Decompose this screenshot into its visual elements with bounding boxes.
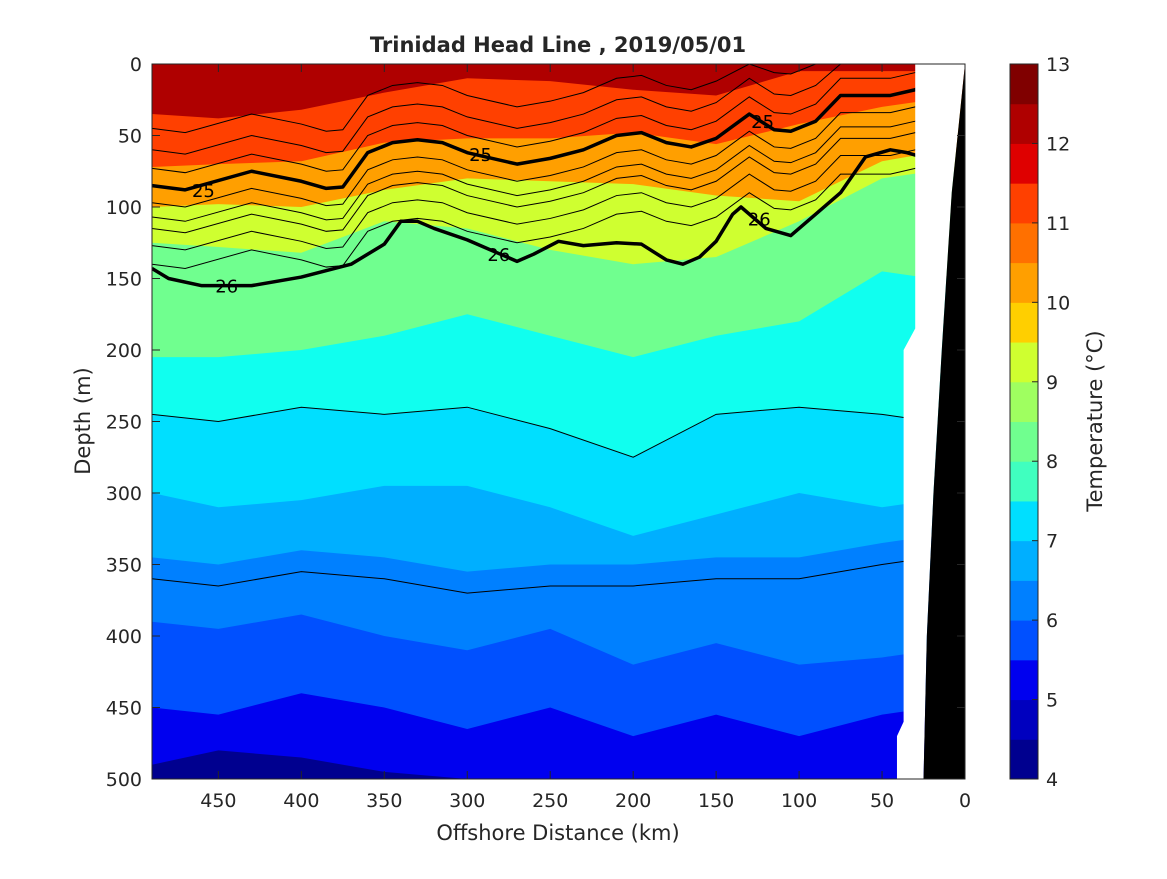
colorbar-segment bbox=[1010, 659, 1038, 701]
colorbar-segment bbox=[1010, 500, 1038, 542]
plot-area: 25 25 25 26 26 26 bbox=[152, 64, 965, 779]
colorbar-segment bbox=[1010, 183, 1038, 224]
thin-contour-4 bbox=[152, 112, 933, 222]
y-tick-label: 450 bbox=[106, 698, 142, 720]
colorbar-tick-label: 9 bbox=[1046, 372, 1058, 394]
x-tick-label: 50 bbox=[870, 790, 894, 812]
y-tick-label: 300 bbox=[106, 483, 142, 505]
contour-label-0: 25 bbox=[192, 181, 215, 202]
thin-contour-7 bbox=[152, 159, 933, 269]
density-contour-25 bbox=[152, 79, 933, 192]
colorbar-segment bbox=[1010, 302, 1038, 343]
y-axis-label: Depth (m) bbox=[71, 367, 95, 474]
colorbar-tick-label: 5 bbox=[1046, 690, 1058, 712]
x-tick-label: 0 bbox=[959, 790, 971, 812]
x-tick-label: 450 bbox=[200, 790, 236, 812]
plot-frame bbox=[151, 63, 966, 780]
colorbar-tick-label: 11 bbox=[1046, 213, 1070, 235]
colorbar-segment bbox=[1010, 342, 1038, 383]
colorbar: 4 5 6 7 8 9 10 11 12 13 bbox=[1009, 54, 1070, 791]
colorbar-segment bbox=[1010, 580, 1038, 621]
colorbar-segment bbox=[1010, 739, 1038, 780]
contour-label-3: 26 bbox=[215, 277, 238, 298]
seafloor bbox=[923, 64, 965, 779]
colorbar-segment bbox=[1010, 143, 1038, 184]
y-tick-label: 0 bbox=[130, 54, 142, 76]
colorbar-segment bbox=[1010, 699, 1038, 740]
colorbar-segment bbox=[1010, 64, 1038, 105]
y-tick-label: 500 bbox=[106, 769, 142, 791]
colorbar-segment bbox=[1010, 262, 1038, 303]
colorbar-frame bbox=[1009, 63, 1039, 780]
y-tick-label: 250 bbox=[106, 412, 142, 434]
contour-label-1: 25 bbox=[469, 145, 492, 166]
colorbar-tick-label: 8 bbox=[1046, 451, 1058, 473]
thin-contour-2 bbox=[152, 64, 933, 174]
x-tick-label: 250 bbox=[532, 790, 568, 812]
colorbar-segment bbox=[1010, 421, 1038, 462]
contour-label-4: 26 bbox=[487, 245, 510, 266]
x-tick-label: 200 bbox=[615, 790, 651, 812]
deep-thin-contour-0 bbox=[152, 406, 932, 458]
y-tick-label: 100 bbox=[106, 197, 142, 219]
colorbar-tick-label: 4 bbox=[1046, 769, 1058, 791]
colorbar-segment bbox=[1010, 620, 1038, 661]
contour-label-5: 26 bbox=[748, 209, 771, 230]
x-tick-label: 150 bbox=[698, 790, 734, 812]
y-tick-label: 200 bbox=[106, 340, 142, 362]
colorbar-tick-label: 13 bbox=[1046, 54, 1070, 76]
contour-label-2: 25 bbox=[751, 112, 774, 133]
x-tick-label: 350 bbox=[366, 790, 402, 812]
thin-contour-3 bbox=[152, 97, 933, 208]
colorbar-segment bbox=[1010, 222, 1038, 264]
y-tick-label: 350 bbox=[106, 555, 142, 577]
colorbar-segment bbox=[1010, 461, 1038, 502]
thin-contour-1 bbox=[152, 64, 932, 155]
thin-contour-5 bbox=[152, 123, 933, 234]
x-tick-label: 100 bbox=[781, 790, 817, 812]
colorbar-tick-label: 6 bbox=[1046, 610, 1058, 632]
y-tick-label: 400 bbox=[106, 626, 142, 648]
colorbar-tick-label: 10 bbox=[1046, 292, 1070, 314]
no-data-gap bbox=[896, 64, 965, 779]
colorbar-label: Temperature (°C) bbox=[1083, 330, 1107, 512]
thin-contour-0 bbox=[152, 64, 932, 134]
colorbar-tick-label: 12 bbox=[1046, 133, 1070, 155]
colorbar-segment bbox=[1010, 540, 1038, 581]
isotherm-band-t_4.5 bbox=[152, 750, 965, 779]
y-tick-label: 150 bbox=[106, 269, 142, 291]
y-axis: 0 50 100 150 200 250 300 350 400 450 500 bbox=[106, 54, 965, 791]
x-tick-label: 300 bbox=[449, 790, 485, 812]
colorbar-segment bbox=[1010, 103, 1038, 144]
y-tick-label: 50 bbox=[118, 126, 142, 148]
chart-title: Trinidad Head Line , 2019/05/01 bbox=[370, 33, 746, 57]
density-contour-26 bbox=[152, 148, 933, 288]
colorbar-tick-label: 7 bbox=[1046, 531, 1058, 553]
x-axis: 450 400 350 300 250 200 150 100 50 0 bbox=[200, 64, 971, 812]
thin-contour-6 bbox=[152, 140, 933, 251]
deep-thin-contour-1 bbox=[152, 556, 932, 594]
colorbar-segment bbox=[1010, 381, 1038, 422]
isotherm-band-t_5 bbox=[152, 693, 965, 779]
x-axis-label: Offshore Distance (km) bbox=[436, 821, 679, 845]
x-tick-label: 400 bbox=[283, 790, 319, 812]
